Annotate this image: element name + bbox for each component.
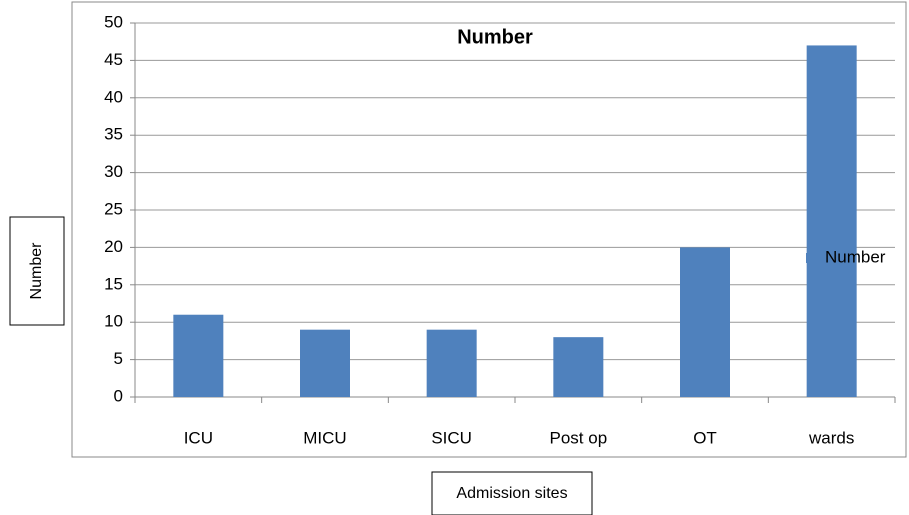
x-axis-label: Admission sites: [456, 485, 567, 502]
y-tick-label: 0: [114, 386, 123, 405]
bar: [680, 247, 730, 397]
bar: [300, 329, 350, 397]
bar: [426, 329, 477, 397]
x-label-box: [431, 471, 593, 515]
chart-title: Number: [457, 26, 533, 48]
x-tick-label: wards: [808, 428, 854, 447]
y-tick-label: 35: [104, 125, 123, 144]
x-tick-label: SICU: [431, 428, 472, 447]
x-tick-label: MICU: [303, 428, 346, 447]
bar: [173, 314, 224, 397]
bar: [806, 45, 857, 397]
y-tick-label: 25: [104, 199, 123, 218]
chart-frame: [71, 1, 907, 458]
y-tick-label: 40: [104, 87, 123, 106]
x-tick-label: OT: [693, 428, 717, 447]
y-tick-label: 50: [104, 12, 123, 31]
y-tick-label: 15: [104, 274, 123, 293]
y-tick-label: 5: [114, 349, 123, 368]
bar: [553, 337, 604, 397]
y-tick-label: 45: [104, 50, 123, 69]
y-axis-label: Number: [28, 242, 45, 300]
y-tick-label: 10: [104, 312, 123, 331]
y-tick-label: 30: [104, 162, 123, 181]
legend-swatch: [806, 253, 816, 263]
y-label-box: [9, 216, 65, 326]
legend-label: Number: [825, 247, 886, 266]
x-tick-label: Post op: [550, 428, 608, 447]
y-tick-label: 20: [104, 237, 123, 256]
x-tick-label: ICU: [184, 428, 213, 447]
